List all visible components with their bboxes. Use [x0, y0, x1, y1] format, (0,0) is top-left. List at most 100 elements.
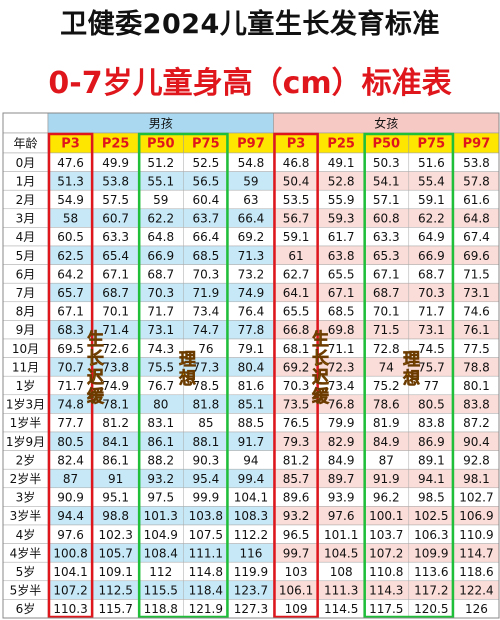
cell-value: 63.8	[328, 249, 355, 263]
cell-value: 75.2	[373, 379, 400, 393]
cell-value: 77.5	[463, 342, 490, 356]
cell-value: 72.3	[328, 360, 355, 374]
cell-value: 84.9	[328, 453, 355, 467]
cell-value: 88.5	[238, 416, 265, 430]
cell-value: 106.3	[414, 528, 448, 542]
cell-value: 51.3	[57, 174, 84, 188]
annotation: 理想	[399, 350, 420, 389]
column-header: P3	[287, 137, 306, 152]
annotation: 生长迟缓	[308, 330, 329, 407]
cell-value: 59.3	[328, 212, 355, 226]
column-header: P25	[102, 137, 130, 152]
cell-value: 83.1	[147, 416, 174, 430]
ideal-frame	[363, 132, 455, 619]
cell-value: 70.3	[147, 286, 174, 300]
column-header: P75	[192, 137, 220, 152]
cell-value: 79.1	[238, 342, 265, 356]
cell-value: 71.5	[463, 267, 490, 281]
cell-value: 85.1	[238, 398, 265, 412]
age-label: 2岁	[16, 452, 36, 467]
cell-value: 119.9	[234, 565, 268, 579]
cell-value: 97.6	[328, 509, 355, 523]
cell-value: 52.8	[328, 174, 355, 188]
cell-value: 76.7	[147, 379, 174, 393]
age-label: 1岁3月	[6, 397, 45, 412]
cell-value: 81.6	[238, 379, 265, 393]
cell-value: 68.5	[328, 305, 355, 319]
cell-value: 77.8	[238, 323, 265, 337]
age-label: 6岁	[16, 601, 36, 616]
cell-value: 126	[465, 602, 488, 616]
cell-value: 59	[153, 193, 168, 207]
cell-value: 86.1	[147, 435, 174, 449]
cell-value: 50.3	[373, 156, 400, 170]
cell-value: 59.1	[418, 193, 445, 207]
cell-value: 47.6	[57, 156, 84, 170]
cell-value: 58	[63, 212, 78, 226]
cell-value: 109	[285, 602, 308, 616]
cell-value: 98.5	[418, 491, 445, 505]
cell-value: 102.3	[98, 528, 132, 542]
column-header: P25	[327, 137, 355, 152]
cell-value: 60.5	[57, 230, 84, 244]
cell-value: 81.2	[283, 453, 310, 467]
age-label: 5岁	[16, 564, 36, 579]
cell-value: 118.8	[144, 602, 178, 616]
column-header: P97	[463, 137, 491, 152]
cell-value: 84.9	[373, 435, 400, 449]
cell-value: 75.7	[418, 360, 445, 374]
cell-value: 70.1	[373, 305, 400, 319]
cell-value: 115.5	[144, 584, 178, 598]
cell-value: 68.7	[147, 267, 174, 281]
age-label: 3岁半	[10, 508, 42, 523]
cell-value: 74	[379, 360, 394, 374]
cell-value: 101.1	[324, 528, 358, 542]
age-label: 4月	[16, 230, 36, 244]
p3-frame	[47, 132, 94, 619]
cell-value: 68.7	[102, 286, 129, 300]
cell-value: 123.7	[234, 584, 268, 598]
cell-value: 69.5	[57, 342, 84, 356]
cell-value: 55.4	[418, 174, 445, 188]
cell-value: 109.9	[414, 546, 448, 560]
cell-value: 101.3	[144, 509, 178, 523]
cell-value: 68.7	[418, 267, 445, 281]
group-header: 男孩	[149, 117, 173, 131]
cell-value: 71.3	[238, 249, 265, 263]
cell-value: 68.7	[373, 286, 400, 300]
cell-value: 77.3	[192, 360, 219, 374]
cell-value: 72.6	[102, 342, 129, 356]
cell-value: 92.8	[463, 453, 490, 467]
age-label: 9月	[16, 323, 36, 337]
cell-value: 54.9	[57, 193, 84, 207]
cell-value: 80.4	[238, 360, 265, 374]
cell-value: 105.7	[98, 546, 132, 560]
cell-value: 55.9	[328, 193, 355, 207]
cell-value: 62.2	[147, 212, 174, 226]
cell-value: 96.5	[283, 528, 310, 542]
column-header: P75	[418, 137, 446, 152]
cell-value: 64.8	[463, 212, 490, 226]
cell-value: 88.2	[147, 453, 174, 467]
cell-value: 98.1	[463, 472, 490, 486]
cell-value: 61	[288, 249, 303, 263]
cell-value: 87	[379, 453, 394, 467]
cell-value: 97.5	[147, 491, 174, 505]
cell-value: 109.1	[98, 565, 132, 579]
cell-value: 71.7	[147, 305, 174, 319]
cell-value: 74.6	[463, 305, 490, 319]
cell-value: 107.5	[189, 528, 223, 542]
cell-value: 84.1	[102, 435, 129, 449]
cell-value: 59	[243, 174, 258, 188]
column-header: P97	[237, 137, 265, 152]
cell-value: 106.1	[279, 584, 313, 598]
age-label: 2岁半	[10, 471, 42, 486]
cell-value: 70.3	[283, 379, 310, 393]
age-label: 2月	[16, 193, 36, 207]
cell-value: 114.7	[459, 546, 493, 560]
cell-value: 81.8	[192, 398, 219, 412]
cell-value: 63.7	[192, 212, 219, 226]
cell-value: 49.9	[102, 156, 129, 170]
age-label: 0月	[16, 156, 36, 170]
cell-value: 67.1	[57, 305, 84, 319]
